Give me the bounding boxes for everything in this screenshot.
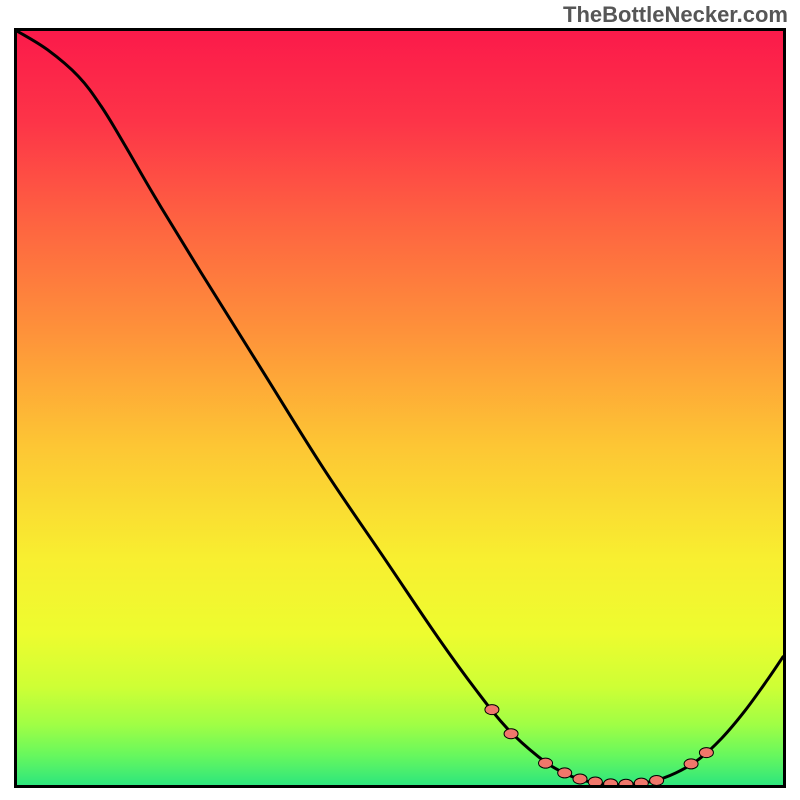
data-marker [573,774,587,784]
chart-background [17,31,783,785]
watermark-text: TheBottleNecker.com [563,2,788,28]
data-marker [485,705,499,715]
bottleneck-curve-chart [14,28,786,788]
data-marker [539,758,553,768]
data-marker [699,748,713,758]
data-marker [558,768,572,778]
data-marker [504,729,518,739]
data-marker [650,775,664,785]
chart-container: TheBottleNecker.com [0,0,800,800]
data-marker [684,759,698,769]
